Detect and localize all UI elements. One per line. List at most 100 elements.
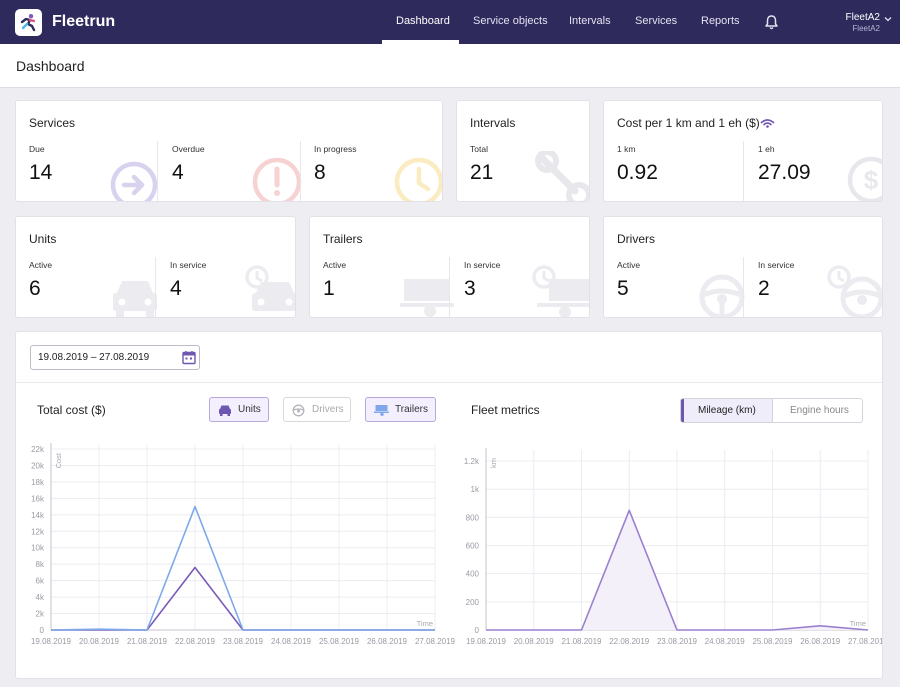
metric-value: 6 xyxy=(29,277,41,300)
chevron-down-icon[interactable] xyxy=(884,16,892,22)
x-tick-label: 20.08.2019 xyxy=(79,637,120,646)
metric-value: 2 xyxy=(758,277,770,300)
mode-label: Mileage (km) xyxy=(698,405,756,416)
toggle-trailers[interactable]: Trailers xyxy=(365,397,436,422)
x-axis-label: Time xyxy=(850,619,866,628)
metric-label: 1 eh xyxy=(758,144,775,154)
x-tick-label: 20.08.2019 xyxy=(514,637,555,646)
metric-label: Active xyxy=(323,260,347,270)
toggle-drivers[interactable]: Drivers xyxy=(283,397,351,422)
toggle-label: Drivers xyxy=(312,404,344,415)
y-tick-label: 0 xyxy=(475,626,480,635)
y-tick-label: 18k xyxy=(31,478,45,487)
car-clock-icon xyxy=(245,265,295,311)
account-subtitle: FleetA2 xyxy=(852,24,880,33)
y-tick-label: 600 xyxy=(466,542,480,551)
metric-value: 8 xyxy=(314,161,326,184)
x-tick-label: 23.08.2019 xyxy=(223,637,264,646)
mode-engine-hours[interactable]: Engine hours xyxy=(772,399,862,422)
metric-label: Active xyxy=(29,260,53,270)
trailers-card[interactable]: Trailers Active 1 In service 3 xyxy=(309,216,590,318)
logo[interactable] xyxy=(15,9,42,36)
nav-services[interactable]: Services xyxy=(635,15,678,27)
y-tick-label: 0 xyxy=(40,626,45,635)
arrow-circle-icon xyxy=(110,161,158,201)
fleet-metrics-mode-switch: Mileage (km) Engine hours xyxy=(680,398,863,423)
series-line[interactable] xyxy=(486,509,869,631)
brand-name: Fleetrun xyxy=(52,13,116,30)
x-tick-label: 24.08.2019 xyxy=(705,637,746,646)
metric-label: 1 km xyxy=(617,144,636,154)
car-icon xyxy=(219,405,231,416)
y-tick-label: 8k xyxy=(36,560,45,569)
card-title: Intervals xyxy=(470,116,516,130)
x-axis-label: Time xyxy=(417,619,433,628)
charts-panel: 19.08.2019 – 27.08.2019 Total cost ($) U… xyxy=(15,331,883,679)
account-name[interactable]: FleetA2 xyxy=(845,12,880,23)
metric-label: In progress xyxy=(314,144,357,154)
x-tick-label: 26.08.2019 xyxy=(367,637,408,646)
y-tick-label: 1.2k xyxy=(464,457,480,466)
cost-card[interactable]: Cost per 1 km and 1 eh ($) $ 1 km 0.92 1… xyxy=(603,100,883,202)
card-title: Services xyxy=(29,116,76,130)
x-tick-label: 22.08.2019 xyxy=(609,637,650,646)
alert-circle-icon xyxy=(252,157,302,201)
x-tick-label: 21.08.2019 xyxy=(561,637,602,646)
x-tick-label: 23.08.2019 xyxy=(657,637,698,646)
y-tick-label: 2k xyxy=(36,610,45,619)
toggle-units[interactable]: Units xyxy=(209,397,269,422)
page-title: Dashboard xyxy=(16,58,85,74)
top-navigation-bar: Fleetrun Dashboard Service objects Inter… xyxy=(0,0,900,44)
intervals-card[interactable]: Intervals Total 21 xyxy=(456,100,590,202)
x-tick-label: 27.08.2019 xyxy=(848,637,882,646)
signal-icon[interactable] xyxy=(760,118,775,128)
active-nav-indicator xyxy=(382,40,459,44)
nav-reports[interactable]: Reports xyxy=(701,15,740,27)
date-range-value: 19.08.2019 – 27.08.2019 xyxy=(38,352,150,363)
mode-mileage[interactable]: Mileage (km) xyxy=(681,399,772,422)
nav-service-objects[interactable]: Service objects xyxy=(473,15,548,27)
y-tick-label: 20k xyxy=(31,461,45,470)
metric-value: 1 xyxy=(323,277,335,300)
x-tick-label: 25.08.2019 xyxy=(319,637,360,646)
divider xyxy=(16,382,882,383)
y-tick-label: 6k xyxy=(36,577,45,586)
svg-text:$: $ xyxy=(864,165,879,195)
fleetrun-logo-icon xyxy=(20,14,36,32)
bell-icon[interactable] xyxy=(764,14,779,30)
fleet-metrics-chart[interactable]: 0 200 400 600 800 1k 1.2k km Time 19.08.2019 20.08… xyxy=(446,432,882,652)
drivers-card[interactable]: Drivers Active 5 In service 2 xyxy=(603,216,883,318)
steering-wheel-icon xyxy=(699,274,745,317)
trailer-icon xyxy=(400,279,454,317)
metric-label: In service xyxy=(170,260,207,270)
wrench-icon xyxy=(535,151,589,201)
divider xyxy=(449,257,450,317)
series-line[interactable] xyxy=(50,505,435,631)
metric-value: 4 xyxy=(172,161,184,184)
metric-label: In service xyxy=(464,260,501,270)
nav-dashboard[interactable]: Dashboard xyxy=(396,15,450,27)
total-cost-chart[interactable]: 0 2k 4k 6k 8k 10k 12k 14k 16k 18k 20k 22k Cost Time 19… xyxy=(16,432,456,652)
date-range-picker[interactable]: 19.08.2019 – 27.08.2019 xyxy=(30,345,200,370)
y-tick-label: 16k xyxy=(31,494,45,503)
steering-wheel-clock-icon xyxy=(827,265,882,317)
y-tick-label: 12k xyxy=(31,527,45,536)
y-tick-label: 4k xyxy=(36,593,45,602)
units-card[interactable]: Units Active 6 In service 4 xyxy=(15,216,296,318)
metric-value: 5 xyxy=(617,277,629,300)
metric-label: Total xyxy=(470,144,488,154)
x-tick-label: 26.08.2019 xyxy=(800,637,841,646)
x-tick-label: 22.08.2019 xyxy=(175,637,216,646)
divider xyxy=(300,141,301,201)
card-title: Cost per 1 km and 1 eh ($) xyxy=(617,116,760,130)
nav-intervals[interactable]: Intervals xyxy=(569,15,611,27)
mode-label: Engine hours xyxy=(790,405,849,416)
x-tick-label: 19.08.2019 xyxy=(31,637,72,646)
metric-value: 27.09 xyxy=(758,161,811,184)
metric-value: 0.92 xyxy=(617,161,658,184)
y-tick-label: 10k xyxy=(31,544,45,553)
x-tick-label: 21.08.2019 xyxy=(127,637,168,646)
car-icon xyxy=(113,281,157,317)
calendar-icon[interactable] xyxy=(182,350,196,365)
services-card[interactable]: Services Due 14 Overdue 4 In progress 8 xyxy=(15,100,443,202)
